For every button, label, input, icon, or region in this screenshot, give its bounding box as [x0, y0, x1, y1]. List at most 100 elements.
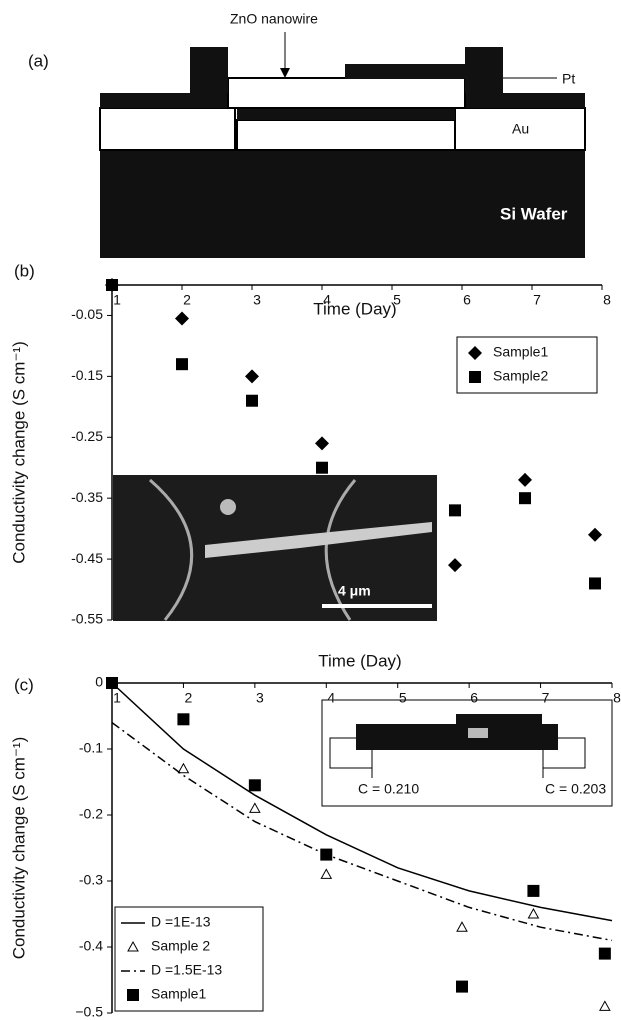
x-axis-title: Time (Day) — [318, 651, 401, 670]
inset-pad — [329, 737, 373, 769]
data-point — [316, 461, 328, 474]
y-tick-label: -0.35 — [71, 489, 103, 505]
x-tick-label: 2 — [183, 292, 191, 308]
x-tick-label: 7 — [533, 292, 541, 308]
scale-label: 4 μm — [338, 583, 371, 599]
y-tick-label: −0.5 — [75, 1004, 103, 1020]
x-tick-label: 7 — [542, 690, 550, 706]
data-point — [518, 472, 532, 487]
data-point — [598, 947, 611, 960]
sem-electrode — [324, 479, 357, 621]
inset-label: C = 0.203 — [545, 781, 606, 797]
y-axis-title: Conductivity change (S cm⁻¹) — [9, 341, 28, 564]
data-point — [246, 394, 258, 407]
y-tick-label: -0.4 — [79, 938, 103, 954]
legend-marker — [127, 940, 139, 952]
data-point — [320, 848, 333, 861]
pt-top — [345, 64, 465, 79]
data-point — [456, 921, 468, 932]
pt-label: Pt — [562, 71, 575, 87]
x-tick-label: 5 — [393, 292, 401, 308]
y-axis-title: Conductivity change (S cm⁻¹) — [9, 737, 28, 960]
y-tick-label: -0.1 — [79, 740, 103, 756]
y-tick-label: -0.25 — [71, 428, 103, 444]
y-tick-label: -0.45 — [71, 550, 103, 566]
y-tick-label: -0.55 — [71, 611, 103, 627]
sem-electrode — [149, 478, 194, 621]
nanowire-label: ZnO nanowire — [230, 11, 318, 27]
data-point — [177, 762, 190, 774]
legend-label: Sample2 — [493, 368, 548, 384]
au-left — [99, 107, 236, 151]
y-tick-label: -0.2 — [79, 806, 103, 822]
inset-wire — [356, 724, 558, 750]
data-point — [599, 1000, 611, 1011]
legend-box — [114, 906, 264, 1012]
oxide — [237, 108, 455, 120]
data-point — [248, 779, 261, 792]
panel-label: (c) — [14, 675, 34, 694]
y-tick-label: -0.15 — [71, 367, 103, 383]
fit-line — [111, 682, 613, 922]
sem-particle — [220, 499, 236, 515]
legend-label: Sample 2 — [151, 938, 210, 954]
x-tick-label: 2 — [185, 690, 193, 706]
data-point — [176, 358, 188, 371]
data-point — [519, 492, 531, 505]
pad-left — [190, 47, 228, 93]
x-tick-label: 4 — [323, 292, 331, 308]
x-tick-label: 6 — [470, 690, 478, 706]
x-tick-label: 3 — [253, 292, 261, 308]
x-tick-label: 4 — [327, 690, 335, 706]
inset-spot — [468, 728, 488, 738]
legend-label: Sample1 — [151, 986, 206, 1002]
au-label: Au — [512, 121, 529, 137]
legend-marker — [468, 346, 482, 360]
legend-marker — [469, 371, 481, 383]
legend-label: Sample1 — [493, 344, 548, 360]
gap — [236, 119, 456, 151]
x-tick-label: 8 — [613, 690, 621, 706]
x-tick-label: 1 — [113, 292, 121, 308]
y-tick-label: -0.05 — [71, 306, 103, 322]
data-point — [448, 558, 462, 573]
data-point — [249, 802, 261, 813]
inset-label: C = 0.210 — [358, 781, 419, 797]
x-tick-label: 3 — [256, 690, 264, 706]
data-point — [589, 577, 601, 590]
panel-label: (b) — [14, 261, 35, 280]
device-diagram: (a) ZnO nanowire Pt Au Si Wafer — [28, 11, 586, 258]
data-point — [456, 980, 468, 993]
x-tick-label: 1 — [113, 690, 121, 706]
y-tick-label: -0.3 — [79, 872, 103, 888]
data-point — [175, 311, 189, 326]
x-tick-label: 6 — [463, 292, 471, 308]
data-point — [320, 868, 333, 879]
legend-label: D =1E-13 — [151, 914, 211, 930]
data-point — [245, 369, 259, 384]
legend-box — [456, 336, 598, 394]
arrow-head — [280, 68, 290, 78]
data-point — [449, 504, 461, 517]
data-point — [527, 884, 540, 897]
inset-top — [456, 714, 542, 726]
nanowire — [227, 77, 466, 109]
pad-right — [465, 47, 503, 93]
au-right — [454, 107, 586, 151]
x-axis-title: Time (Day) — [313, 299, 396, 318]
wafer-label: Si Wafer — [500, 204, 568, 223]
legend-label: D =1.5E-13 — [151, 962, 222, 978]
panel-label: (a) — [28, 51, 49, 70]
data-point — [177, 713, 190, 726]
sem-wire — [205, 522, 432, 558]
y-tick-label: 0 — [95, 674, 103, 690]
wafer — [100, 150, 585, 258]
x-tick-label: 5 — [399, 690, 407, 706]
legend-marker — [127, 989, 139, 1001]
data-point — [106, 677, 118, 689]
data-point — [527, 907, 540, 919]
data-point — [315, 436, 329, 451]
x-tick-label: 8 — [603, 292, 611, 308]
data-point — [588, 527, 602, 542]
